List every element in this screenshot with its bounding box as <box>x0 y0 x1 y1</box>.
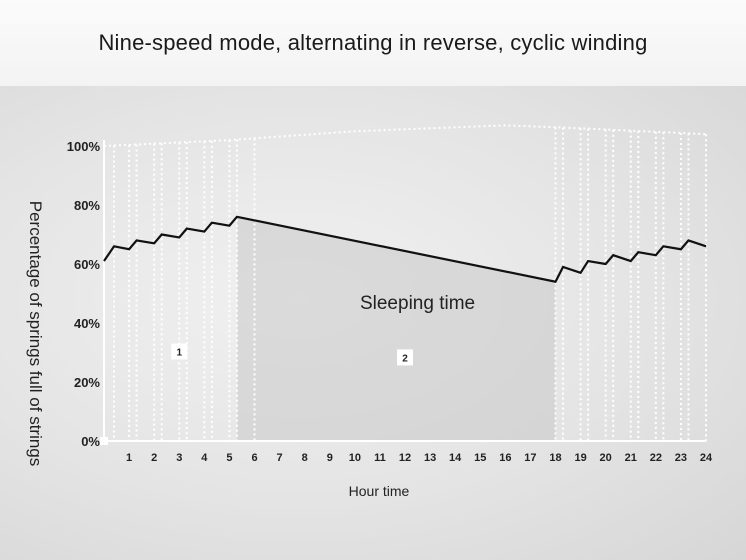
y-tick-label: 80% <box>74 198 100 213</box>
top-boundary-line <box>103 124 707 147</box>
x-tick-label: 9 <box>327 452 333 464</box>
x-tick-label: 19 <box>574 452 586 464</box>
x-tick-label: 15 <box>474 452 486 464</box>
y-tick-label: 60% <box>74 257 100 272</box>
title-band: Nine-speed mode, alternating in reverse,… <box>0 0 746 86</box>
x-tick-label: 17 <box>524 452 536 464</box>
x-tick-label: 2 <box>151 452 157 464</box>
x-tick-label: 18 <box>549 452 561 464</box>
axis-origin-marker <box>100 437 108 445</box>
x-tick-label: 12 <box>399 452 411 464</box>
y-tick-label: 20% <box>74 375 100 390</box>
x-tick-label: 3 <box>176 452 182 464</box>
x-tick-label: 10 <box>349 452 361 464</box>
x-tick-label: 14 <box>449 452 462 464</box>
y-axis-label: Percentage of springs full of strings <box>26 201 45 467</box>
sleep-shading <box>236 216 556 441</box>
x-tick-label: 6 <box>251 452 257 464</box>
series-line <box>103 215 707 283</box>
region-badge-1 <box>171 343 188 360</box>
chart-title: Nine-speed mode, alternating in reverse,… <box>98 30 648 55</box>
x-tick-label: 5 <box>226 452 232 464</box>
chart-area: 0% 20% 40% 60% 80% 100% 1 2 3 4 5 6 7 8 9 10 11 12 13 14 15 1… <box>0 86 746 560</box>
x-tick-label: 16 <box>499 452 511 464</box>
x-tick-label: 20 <box>600 452 612 464</box>
x-tick-label: 11 <box>374 452 386 464</box>
region-badge-2 <box>397 349 413 366</box>
x-tick-label: 1 <box>126 452 132 464</box>
x-tick-label: 8 <box>302 452 308 464</box>
y-tick-label: 100% <box>67 139 101 154</box>
x-tick-label: 24 <box>700 452 713 464</box>
chart-svg: 0%20%40%60%80%100%1 2 3 4 5 6 7 8 9 10 11 12 13 14 15 1… <box>26 124 713 499</box>
x-axis-label: Hour time <box>349 483 410 499</box>
x-tick-label: 7 <box>277 452 283 464</box>
region-label-2: 2 <box>402 353 408 364</box>
region-label-1: 1 <box>176 348 182 359</box>
annotation-sleeping-time: Sleeping time <box>360 293 475 314</box>
x-tick-label: 13 <box>424 452 436 464</box>
x-tick-label: 21 <box>625 452 637 464</box>
x-tick-label: 22 <box>650 452 662 464</box>
x-tick-label: 4 <box>201 452 208 464</box>
y-tick-label: 40% <box>74 316 100 331</box>
y-tick-label: 0% <box>81 434 100 449</box>
x-tick-label: 23 <box>675 452 687 464</box>
